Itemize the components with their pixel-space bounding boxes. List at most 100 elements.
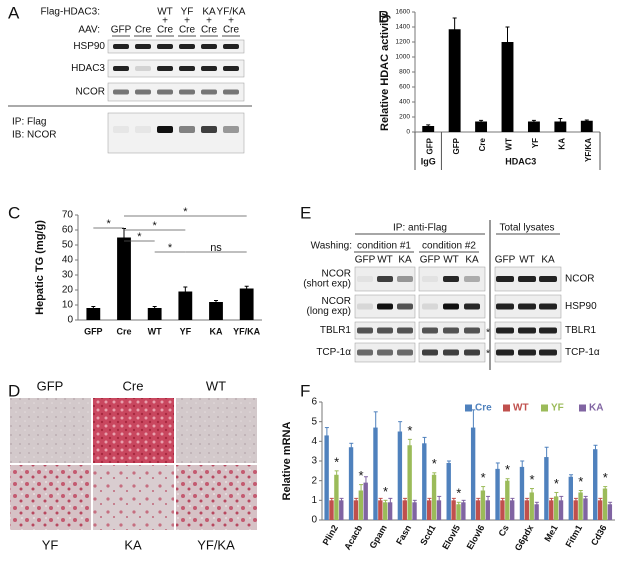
lane-label: Cre: [157, 25, 174, 36]
row-label: Flag-HDAC3:: [41, 7, 100, 18]
bar: [510, 500, 515, 520]
y-tick-label: 1400: [396, 24, 411, 31]
band: [397, 327, 413, 334]
lane-label: GFP: [420, 255, 441, 266]
blot-label: NCOR: [322, 296, 351, 307]
bar: [583, 498, 588, 520]
image-label: YF: [42, 537, 59, 552]
y-tick-label: 50: [62, 240, 74, 251]
band: [518, 303, 536, 310]
x-tick-label: Cd36: [589, 523, 609, 547]
band: [135, 126, 151, 133]
lane-label: Cre: [201, 25, 218, 36]
x-tick-label: Cs: [496, 523, 510, 538]
bar: [519, 466, 525, 520]
legend-label: WT: [513, 403, 529, 414]
significance: *: [603, 470, 608, 485]
y-tick-label: 3: [311, 456, 317, 467]
x-tick-label: Fitm1: [563, 523, 584, 549]
bar: [505, 480, 510, 520]
blot: [107, 39, 245, 54]
bar: [329, 500, 334, 520]
y-tick-label: 4: [311, 436, 317, 447]
band: [443, 276, 459, 282]
band: [518, 276, 536, 282]
band: [377, 327, 393, 334]
band: [422, 349, 438, 356]
bar: [448, 29, 461, 132]
bar: [451, 500, 456, 520]
bar: [461, 502, 466, 520]
blot-label: NCOR: [76, 87, 105, 98]
bar: [339, 500, 344, 520]
bar: [568, 476, 573, 520]
histology-image: [93, 398, 174, 463]
bar: [446, 462, 451, 520]
significance: *: [578, 474, 583, 489]
blot-label: HSP90: [565, 301, 597, 312]
x-tick-label: YF: [531, 138, 540, 148]
bar: [549, 500, 554, 520]
x-tick-label: WT: [148, 326, 162, 336]
lane-label: WT: [519, 255, 535, 266]
bar: [239, 288, 254, 320]
band: [157, 126, 173, 133]
y-tick-label: 0: [311, 515, 317, 526]
band: [179, 89, 195, 95]
x-tick-label: KA: [557, 138, 566, 150]
band: [157, 66, 173, 71]
bar: [363, 482, 368, 520]
band: [464, 349, 480, 356]
panel-letter: D: [8, 381, 20, 400]
band: [443, 349, 459, 356]
bar: [602, 488, 608, 520]
bar: [580, 120, 593, 132]
band: [157, 89, 173, 95]
bar: [358, 490, 364, 520]
bar: [500, 500, 505, 520]
bar: [607, 504, 613, 520]
bar: [402, 500, 407, 520]
lane-label: GFP: [111, 25, 132, 36]
panel-letter: A: [8, 3, 20, 22]
band: [464, 276, 480, 282]
band: [496, 327, 514, 334]
y-tick-label: 40: [62, 255, 74, 266]
lane-label: GFP: [495, 255, 516, 266]
y-tick-label: 10: [62, 300, 74, 311]
y-tick-label: 1200: [396, 39, 411, 46]
x-tick-label: Scd1: [418, 523, 437, 547]
lane-label: Cre: [135, 25, 152, 36]
x-tick-label: G6pdx: [513, 523, 536, 552]
band: [201, 89, 217, 95]
y-tick-label: 30: [62, 270, 74, 281]
blot-label: TCP-1α: [565, 347, 600, 358]
blot-label: (short exp): [303, 279, 351, 290]
lane-label: KA: [465, 255, 479, 266]
band: [539, 276, 557, 282]
band: [201, 44, 217, 49]
y-tick-label: 1000: [396, 54, 411, 61]
blot-label: TBLR1: [565, 325, 597, 336]
x-tick-label: Plin2: [321, 523, 340, 547]
group-label: IgG: [421, 156, 436, 166]
bar: [412, 502, 417, 520]
band: [357, 276, 373, 282]
group-label: HDAC3: [505, 156, 536, 166]
blot: [107, 112, 245, 154]
lane-label: WT: [443, 255, 459, 266]
bar: [544, 457, 549, 520]
lane-label: +: [206, 16, 212, 27]
panel-letter: E: [300, 203, 311, 222]
header: Total lysates: [499, 223, 554, 234]
bar: [86, 308, 101, 320]
x-tick-label: YF: [180, 326, 192, 336]
x-tick-label: YF/KA: [233, 326, 261, 336]
band: [422, 276, 438, 282]
legend-swatch: [541, 404, 548, 412]
bar: [147, 308, 162, 320]
band: [464, 303, 480, 310]
bar: [431, 474, 437, 520]
lane-label: Cre: [179, 25, 196, 36]
